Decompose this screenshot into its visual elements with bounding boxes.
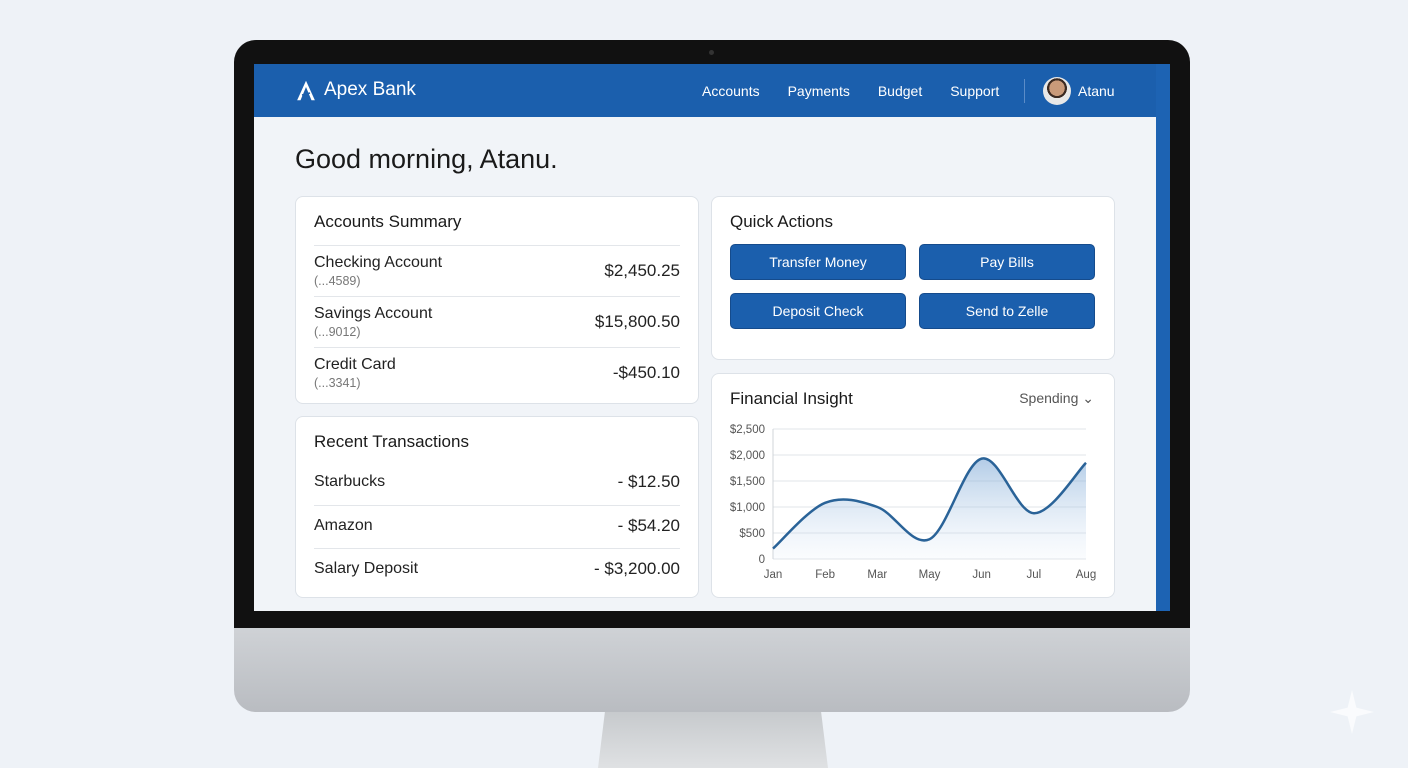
recent-transactions-card: Recent Transactions Starbucks - $12.50 A… <box>295 416 699 598</box>
transaction-name: Amazon <box>314 517 373 534</box>
dropdown-value: Spending <box>1019 390 1079 406</box>
y-tick-label: $2,500 <box>730 424 765 436</box>
x-tick-label: Jun <box>972 569 991 581</box>
apex-logo-icon <box>294 78 318 102</box>
transaction-row[interactable]: Amazon - $54.20 <box>314 505 680 548</box>
scrollbar[interactable] <box>1156 64 1170 611</box>
top-nav: Apex Bank Accounts Payments Budget Suppo… <box>254 64 1156 117</box>
x-tick-label: Jul <box>1026 569 1041 581</box>
x-tick-label: May <box>919 569 941 581</box>
x-tick-label: Aug <box>1076 569 1096 581</box>
transaction-name: Starbucks <box>314 473 386 490</box>
account-row[interactable]: Savings Account (...9012) $15,800.50 <box>314 296 680 347</box>
brand-name: Apex Bank <box>324 79 416 100</box>
screen: Apex Bank Accounts Payments Budget Suppo… <box>254 64 1170 611</box>
account-name: Checking Account <box>314 254 443 271</box>
card-title: Financial Insight <box>730 389 853 408</box>
user-name[interactable]: Atanu <box>1078 83 1115 99</box>
chevron-down-icon: ⌄ <box>1082 390 1094 406</box>
camera <box>709 50 714 55</box>
pay-bills-button[interactable]: Pay Bills <box>919 244 1095 280</box>
card-title: Quick Actions <box>730 212 833 231</box>
spending-chart: 0 $500 $1,000 $1,500 $2,000 $2,500 Jan Feb Mar Ma… <box>730 424 1096 581</box>
transaction-row[interactable]: Salary Deposit - $3,200.00 <box>314 548 680 591</box>
y-tick-label: $1,500 <box>730 476 765 488</box>
monitor-chin <box>234 628 1190 712</box>
transaction-amount: - $12.50 <box>617 472 680 491</box>
avatar[interactable] <box>1043 77 1071 105</box>
account-balance: $15,800.50 <box>594 312 680 331</box>
x-tick-label: Feb <box>815 569 835 581</box>
transfer-money-button[interactable]: Transfer Money <box>730 244 906 280</box>
account-number: (...3341) <box>314 376 361 390</box>
quick-actions-card: Quick Actions Transfer Money Pay Bills D… <box>711 196 1115 360</box>
transaction-name: Salary Deposit <box>314 560 419 577</box>
spending-dropdown[interactable]: Spending ⌄ <box>1019 390 1094 407</box>
nav-budget[interactable]: Budget <box>877 83 923 99</box>
accounts-summary-card: Accounts Summary Checking Account (...45… <box>295 196 699 404</box>
nav-support[interactable]: Support <box>950 83 1000 99</box>
nav-accounts[interactable]: Accounts <box>702 83 760 99</box>
spending-area <box>773 458 1086 559</box>
send-to-zelle-button[interactable]: Send to Zelle <box>919 293 1095 329</box>
account-row[interactable]: Credit Card (...3341) -$450.10 <box>314 347 680 398</box>
sparkle-icon <box>1330 690 1374 734</box>
financial-insight-card: Financial Insight Spending ⌄ 0 $500 $1,000… <box>711 373 1115 598</box>
account-balance: -$450.10 <box>612 363 680 382</box>
transaction-amount: - $54.20 <box>617 516 680 535</box>
transaction-row[interactable]: Starbucks - $12.50 <box>314 465 680 508</box>
x-tick-label: Jan <box>764 569 783 581</box>
account-number: (...4589) <box>314 274 361 288</box>
nav-payments[interactable]: Payments <box>787 83 850 99</box>
deposit-check-button[interactable]: Deposit Check <box>730 293 906 329</box>
transaction-amount: - $3,200.00 <box>593 559 680 578</box>
card-title: Accounts Summary <box>314 212 462 231</box>
y-tick-label: $500 <box>739 528 765 540</box>
x-tick-label: Mar <box>867 569 887 581</box>
y-tick-label: $1,000 <box>730 502 765 514</box>
card-title: Recent Transactions <box>314 432 469 451</box>
account-name: Credit Card <box>314 356 396 373</box>
account-name: Savings Account <box>314 305 433 322</box>
monitor-stand <box>598 712 828 768</box>
nav-divider <box>1024 79 1025 103</box>
account-balance: $2,450.25 <box>604 261 680 280</box>
brand-logo[interactable]: Apex Bank <box>294 78 416 102</box>
account-number: (...9012) <box>314 325 361 339</box>
y-tick-label: 0 <box>759 554 765 566</box>
y-tick-label: $2,000 <box>730 450 765 462</box>
page-title: Good morning, Atanu. <box>295 144 558 174</box>
account-row[interactable]: Checking Account (...4589) $2,450.25 <box>314 245 680 296</box>
